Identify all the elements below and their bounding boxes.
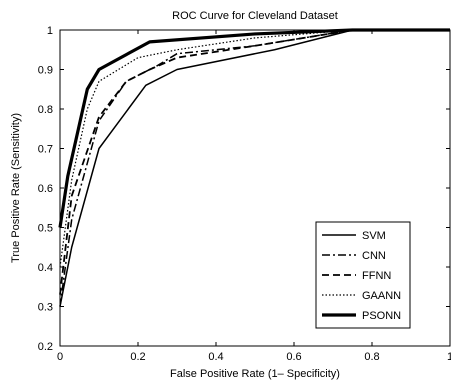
y-axis-label: True Positive Rate (Sensitivity) <box>10 113 22 263</box>
y-tick-label: 0.9 <box>38 65 53 77</box>
chart-title: ROC Curve for Cleveland Dataset <box>172 10 338 22</box>
x-tick-label: 0.6 <box>286 351 301 363</box>
legend-label: FFNN <box>362 270 391 282</box>
legend-label: CNN <box>362 250 386 262</box>
legend-label: GAANN <box>362 290 401 302</box>
y-tick-label: 0.6 <box>38 183 53 195</box>
x-tick-label: 0 <box>57 351 63 363</box>
axis-ticks: 0 0.2 0.4 0.6 0.8 1 0.2 0.3 0.4 0.5 0.6 0.7 0.8 0.9 1 <box>38 25 451 363</box>
y-tick-label: 0.4 <box>38 262 53 274</box>
x-tick-label: 0.2 <box>130 351 145 363</box>
legend-label: SVM <box>362 230 386 242</box>
x-tick-label: 1 <box>447 351 451 363</box>
y-tick-label: 0.2 <box>38 341 53 353</box>
series-lines <box>58 28 450 307</box>
y-tick-label: 0.5 <box>38 223 53 235</box>
series-line-psonn <box>58 28 450 228</box>
x-axis-label: False Positive Rate (1– Specificity) <box>170 368 340 380</box>
legend: SVM CNN FFNN GAANN PSONN <box>315 221 411 329</box>
legend-box <box>315 221 411 329</box>
x-tick-label: 0.4 <box>208 351 223 363</box>
y-tick-label: 0.8 <box>38 104 53 116</box>
series-line-svm <box>59 29 450 307</box>
legend-label: PSONN <box>362 310 401 322</box>
y-tick-label: 0.7 <box>38 144 53 156</box>
y-tick-label: 0.3 <box>38 302 53 314</box>
y-tick-label: 1 <box>47 25 53 37</box>
x-tick-label: 0.8 <box>364 351 379 363</box>
series-line-cnn <box>59 29 450 307</box>
series-line-ffnn <box>59 29 450 295</box>
